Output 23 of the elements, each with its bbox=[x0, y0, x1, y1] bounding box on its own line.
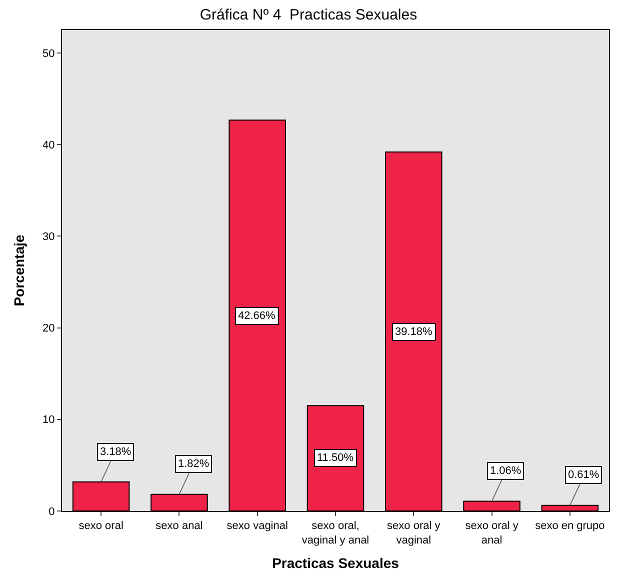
data-label: 11.50% bbox=[317, 452, 354, 464]
y-axis-title: Porcentaje bbox=[11, 234, 27, 306]
y-tick-label: 40 bbox=[42, 139, 55, 152]
x-tick-label: sexo oral y vaginal bbox=[387, 520, 441, 546]
x-tick-label: sexo oral, vaginal y anal bbox=[302, 520, 370, 546]
x-axis-title: Practicas Sexuales bbox=[272, 554, 400, 571]
y-tick-label: 20 bbox=[42, 322, 55, 335]
data-label: 3.18% bbox=[100, 446, 132, 458]
x-tick-label: sexo oral y anal bbox=[465, 520, 519, 546]
y-tick-label: 50 bbox=[42, 48, 55, 60]
x-tick-label: sexo anal bbox=[156, 520, 203, 532]
x-tick-label: sexo oral bbox=[78, 520, 124, 532]
x-tick-label: sexo en grupo bbox=[535, 520, 605, 532]
data-label: 39.18% bbox=[395, 326, 433, 338]
y-tick-label: 30 bbox=[42, 230, 55, 243]
data-label: 42.66% bbox=[238, 310, 276, 322]
chart-title: Gráfica Nº 4 Practicas Sexuales bbox=[200, 6, 418, 24]
data-label: 1.82% bbox=[178, 458, 210, 470]
x-tick-label: sexo vaginal bbox=[226, 520, 288, 532]
data-label: 1.06% bbox=[490, 465, 522, 477]
y-tick-label: 10 bbox=[42, 414, 55, 426]
data-label: 0.61% bbox=[568, 469, 600, 481]
y-tick-label: 0 bbox=[48, 506, 55, 518]
